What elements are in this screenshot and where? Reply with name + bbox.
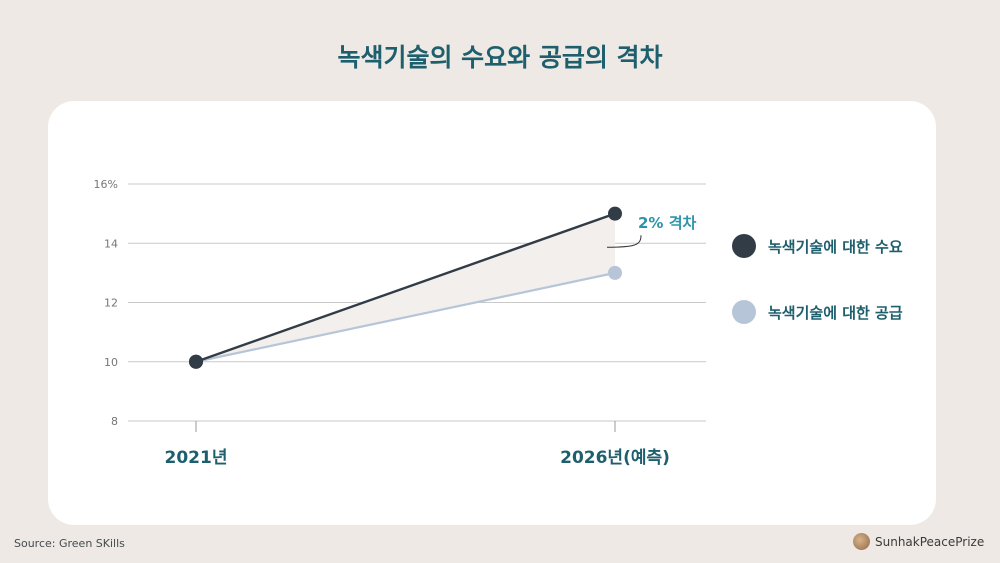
legend-swatch-demand xyxy=(732,234,756,258)
x-tick-label: 2021년 xyxy=(165,448,228,468)
legend-swatch-supply xyxy=(732,300,756,324)
brand-mark: SunhakPeacePrize xyxy=(853,533,984,550)
data-point-supply xyxy=(608,265,622,280)
legend-label-supply: 녹색기술에 대한 공급 xyxy=(768,303,903,322)
y-tick-label: 14 xyxy=(104,237,118,250)
brand-name: SunhakPeacePrize xyxy=(875,534,985,549)
chart-title: 녹색기술의 수요와 공급의 격차 xyxy=(337,43,663,72)
data-point-start xyxy=(189,354,203,369)
chart-card xyxy=(48,101,936,525)
legend-item-demand: 녹색기술에 대한 수요 xyxy=(732,231,903,261)
legend-item-supply: 녹색기술에 대한 공급 xyxy=(732,297,903,327)
legend-label-demand: 녹색기술에 대한 수요 xyxy=(768,237,903,256)
brand-logo-icon xyxy=(853,533,870,550)
gap-annotation: 2% 격차 xyxy=(638,214,696,232)
series-line-supply xyxy=(195,271,616,363)
y-tick-label: 16% xyxy=(94,178,118,191)
x-tick-label: 2026년(예측) xyxy=(560,448,670,468)
series-line-demand xyxy=(195,212,616,363)
source-note: Source: Green SKills xyxy=(14,537,125,550)
y-tick-label: 10 xyxy=(104,356,118,369)
y-tick-label: 12 xyxy=(104,297,118,310)
data-point-demand xyxy=(608,206,622,221)
annotation-leader xyxy=(606,235,642,248)
y-tick-label: 8 xyxy=(111,415,118,428)
